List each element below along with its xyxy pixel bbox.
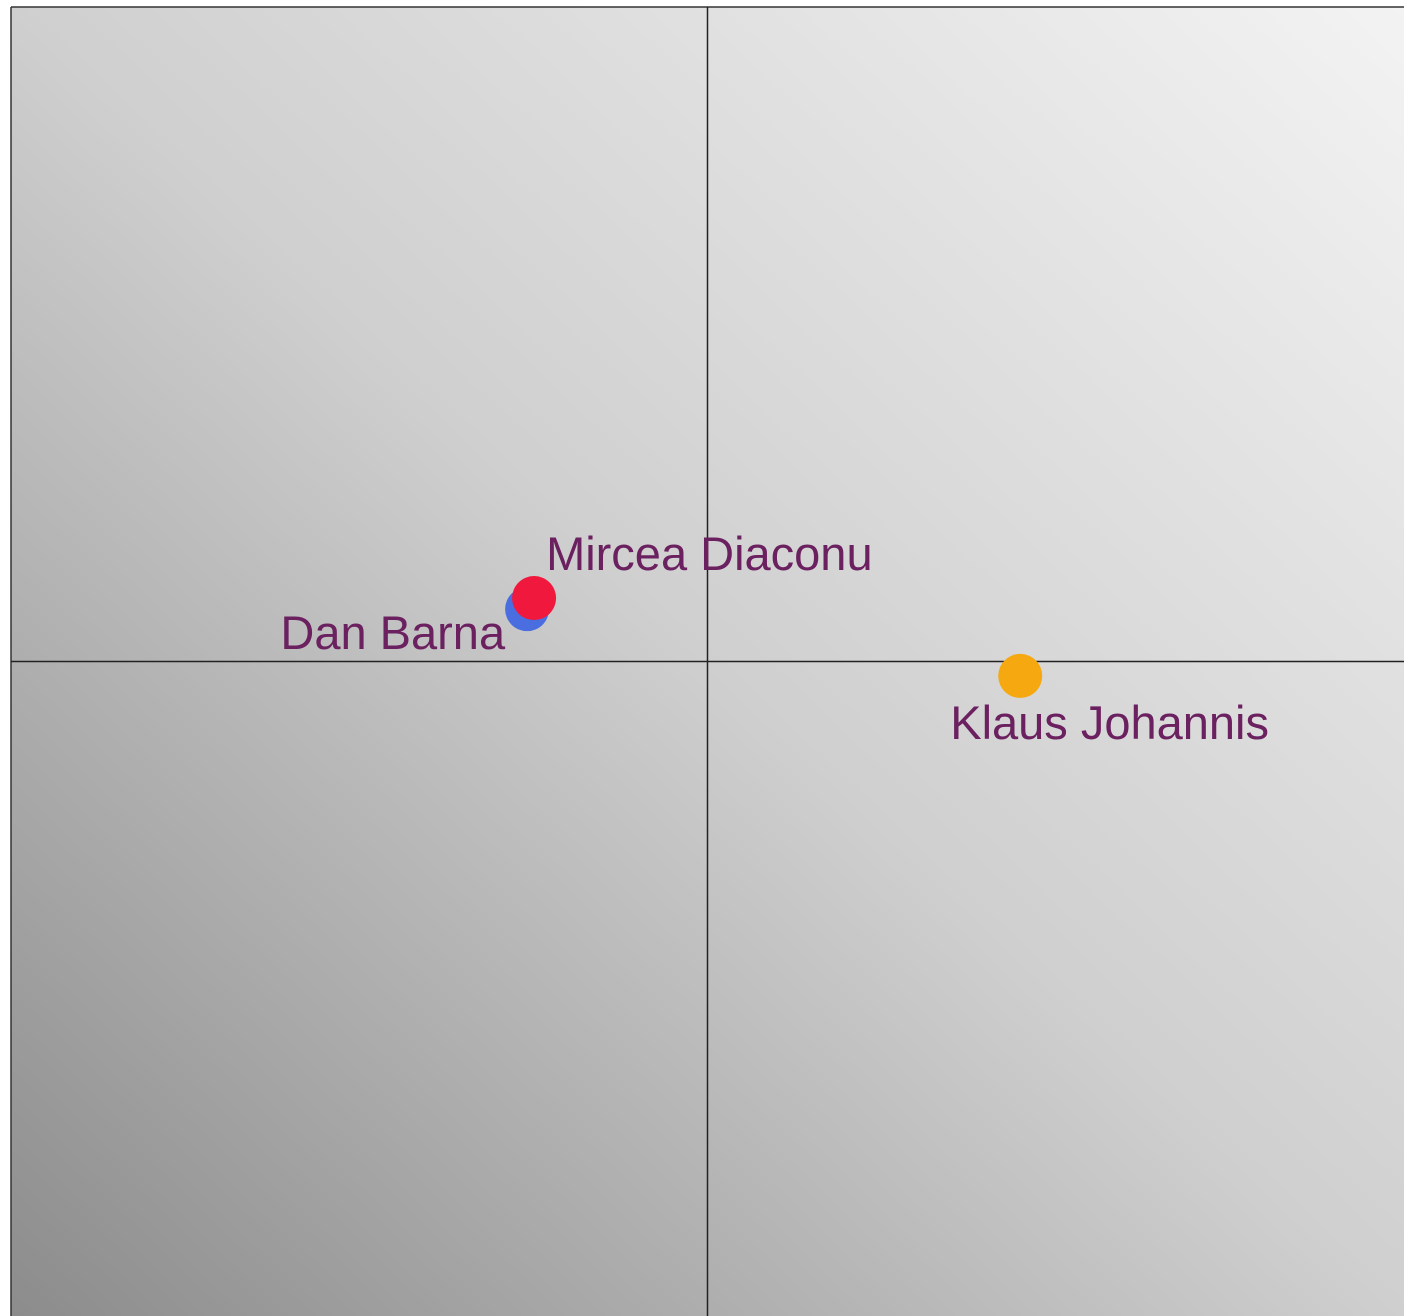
point xyxy=(998,653,1043,698)
point-label: Klaus Johannis xyxy=(950,696,1269,749)
point-label: Dan Barna xyxy=(280,606,506,659)
point-label: Mircea Diaconu xyxy=(546,527,873,580)
point xyxy=(512,576,557,621)
plot-layer: Dan Barna Mircea Diaconu Klaus Johannis xyxy=(11,7,1404,1316)
